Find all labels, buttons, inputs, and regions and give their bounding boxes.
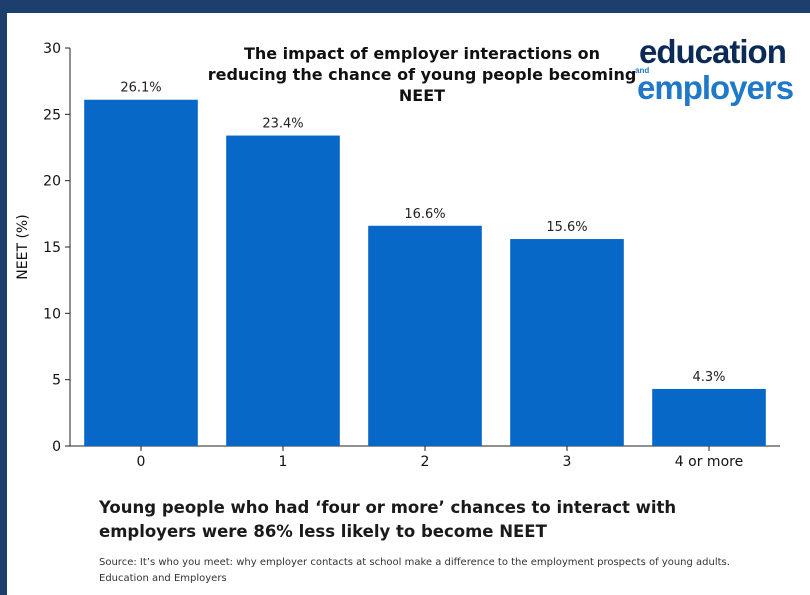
data-label: 26.1% [120,81,161,96]
bar-chart: 0 5 10 15 20 25 30 0 1 2 3 4 or more 26.1% 23.4% 16.… [15,41,780,470]
x-tick-label: 1 [279,454,288,470]
logo-text-and: and [635,66,650,75]
bar-4-or-more [652,388,766,446]
data-label: 4.3% [692,370,725,385]
x-tick-label: 0 [137,454,146,470]
data-labels: 26.1% 23.4% 16.6% 15.6% 4.3% [120,81,725,385]
bar-2 [368,225,482,446]
bar-0 [84,99,198,447]
education-and-employers-logo: education and employers [635,33,805,113]
x-axis: 0 1 2 3 4 or more [70,445,780,470]
data-label: 15.6% [546,220,587,235]
bar-1 [226,135,340,446]
chart-title: The impact of employer interactions on r… [207,44,637,105]
y-tick-label: 10 [43,306,61,322]
chart-caption: Young people who had ‘four or more’ chan… [99,498,677,541]
bar-3 [510,239,624,446]
x-tick-label: 2 [421,454,430,470]
data-label: 16.6% [404,207,445,222]
logo-text-education: education [639,33,787,70]
y-tick-label: 30 [43,41,61,57]
x-tick-label: 3 [563,454,572,470]
bars [84,99,766,447]
logo-text-employers: employers [637,69,794,106]
y-tick-label: 5 [52,373,61,389]
x-tick-label: 4 or more [675,454,743,470]
y-tick-label: 15 [43,240,61,256]
y-axis-title: NEET (%) [15,214,31,279]
y-tick-label: 20 [43,174,61,190]
y-tick-label: 0 [52,439,61,455]
chart-card: 0 5 10 15 20 25 30 0 1 2 3 4 or more 26.1% 23.4% 16.… [7,13,810,595]
data-label: 23.4% [262,117,303,132]
y-axis: 0 5 10 15 20 25 30 [43,41,71,455]
source-note: Source: It’s who you meet: why employer … [99,557,730,584]
y-tick-label: 25 [43,107,61,123]
